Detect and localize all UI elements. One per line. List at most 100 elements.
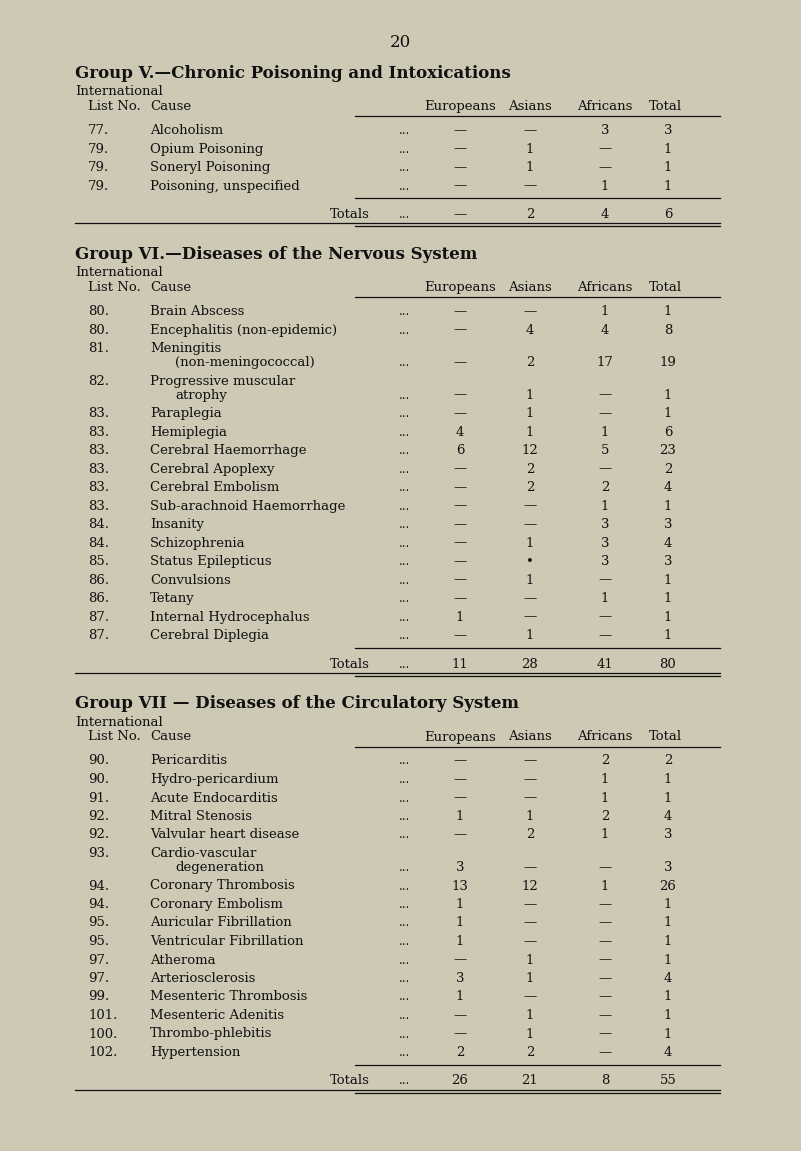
- Text: Cerebral Embolism: Cerebral Embolism: [150, 481, 280, 494]
- Text: ...: ...: [400, 518, 411, 531]
- Text: ...: ...: [400, 463, 411, 475]
- Text: 8: 8: [601, 1075, 610, 1088]
- Text: ...: ...: [400, 356, 411, 369]
- Text: —: —: [523, 773, 537, 786]
- Text: Encephalitis (non-epidemic): Encephalitis (non-epidemic): [150, 323, 337, 336]
- Text: —: —: [523, 518, 537, 531]
- Text: 86.: 86.: [88, 592, 109, 605]
- Text: ...: ...: [400, 773, 411, 786]
- Text: 84.: 84.: [88, 518, 109, 531]
- Text: 1: 1: [601, 500, 610, 512]
- Text: ...: ...: [400, 305, 411, 318]
- Text: 93.: 93.: [88, 847, 109, 860]
- Text: —: —: [453, 161, 467, 174]
- Text: Tetany: Tetany: [150, 592, 195, 605]
- Text: 2: 2: [664, 463, 672, 475]
- Text: Group VI.—Diseases of the Nervous System: Group VI.—Diseases of the Nervous System: [75, 246, 477, 262]
- Text: ...: ...: [400, 323, 411, 336]
- Text: 1: 1: [525, 407, 534, 420]
- Text: —: —: [453, 407, 467, 420]
- Text: ...: ...: [400, 573, 411, 587]
- Text: 1: 1: [601, 792, 610, 805]
- Text: ...: ...: [400, 971, 411, 985]
- Text: —: —: [453, 208, 467, 221]
- Text: Auricular Fibrillation: Auricular Fibrillation: [150, 916, 292, 930]
- Text: 94.: 94.: [88, 898, 109, 910]
- Text: ...: ...: [400, 500, 411, 512]
- Text: ...: ...: [400, 536, 411, 549]
- Text: 12: 12: [521, 879, 538, 892]
- Text: ...: ...: [400, 829, 411, 841]
- Text: 2: 2: [601, 755, 610, 768]
- Text: 1: 1: [601, 426, 610, 439]
- Text: 100.: 100.: [88, 1028, 118, 1041]
- Text: List No.: List No.: [88, 281, 141, 294]
- Text: Africans: Africans: [578, 731, 633, 744]
- Text: 1: 1: [664, 500, 672, 512]
- Text: —: —: [598, 143, 612, 155]
- Text: •: •: [526, 555, 534, 567]
- Text: Asians: Asians: [508, 100, 552, 113]
- Text: Brain Abscess: Brain Abscess: [150, 305, 244, 318]
- Text: 1: 1: [525, 810, 534, 823]
- Text: 4: 4: [664, 481, 672, 494]
- Text: 13: 13: [452, 879, 469, 892]
- Text: 2: 2: [601, 810, 610, 823]
- Text: Ventricular Fibrillation: Ventricular Fibrillation: [150, 935, 304, 948]
- Text: ...: ...: [400, 610, 411, 624]
- Text: Group V.—Chronic Poisoning and Intoxications: Group V.—Chronic Poisoning and Intoxicat…: [75, 64, 511, 82]
- Text: 1: 1: [664, 610, 672, 624]
- Text: 4: 4: [601, 208, 610, 221]
- Text: ...: ...: [400, 991, 411, 1004]
- Text: 87.: 87.: [88, 610, 109, 624]
- Text: 8: 8: [664, 323, 672, 336]
- Text: 1: 1: [601, 879, 610, 892]
- Text: 1: 1: [525, 971, 534, 985]
- Text: 83.: 83.: [88, 481, 109, 494]
- Text: —: —: [523, 898, 537, 910]
- Text: 80: 80: [660, 657, 676, 671]
- Text: —: —: [523, 991, 537, 1004]
- Text: 95.: 95.: [88, 916, 109, 930]
- Text: Total: Total: [649, 281, 682, 294]
- Text: 1: 1: [456, 935, 465, 948]
- Text: Cardio-vascular: Cardio-vascular: [150, 847, 256, 860]
- Text: 55: 55: [660, 1075, 676, 1088]
- Text: ...: ...: [400, 555, 411, 567]
- Text: 102.: 102.: [88, 1046, 118, 1059]
- Text: 1: 1: [664, 1028, 672, 1041]
- Text: degeneration: degeneration: [175, 861, 264, 874]
- Text: —: —: [598, 935, 612, 948]
- Text: —: —: [523, 610, 537, 624]
- Text: 1: 1: [664, 773, 672, 786]
- Text: 79.: 79.: [88, 180, 109, 192]
- Text: 1: 1: [525, 426, 534, 439]
- Text: —: —: [523, 500, 537, 512]
- Text: 1: 1: [456, 898, 465, 910]
- Text: 2: 2: [525, 463, 534, 475]
- Text: —: —: [453, 592, 467, 605]
- Text: Asians: Asians: [508, 731, 552, 744]
- Text: 1: 1: [601, 180, 610, 192]
- Text: —: —: [598, 1009, 612, 1022]
- Text: —: —: [453, 953, 467, 967]
- Text: ...: ...: [400, 1075, 411, 1088]
- Text: 1: 1: [525, 1009, 534, 1022]
- Text: —: —: [453, 829, 467, 841]
- Text: 1: 1: [664, 161, 672, 174]
- Text: —: —: [453, 1028, 467, 1041]
- Text: 3: 3: [601, 124, 610, 137]
- Text: Cause: Cause: [150, 281, 191, 294]
- Text: 3: 3: [664, 518, 672, 531]
- Text: —: —: [523, 124, 537, 137]
- Text: 3: 3: [664, 555, 672, 567]
- Text: 1: 1: [525, 536, 534, 549]
- Text: Cause: Cause: [150, 731, 191, 744]
- Text: ...: ...: [400, 208, 411, 221]
- Text: 4: 4: [601, 323, 610, 336]
- Text: Total: Total: [649, 731, 682, 744]
- Text: —: —: [453, 481, 467, 494]
- Text: ...: ...: [400, 792, 411, 805]
- Text: ...: ...: [400, 143, 411, 155]
- Text: Opium Poisoning: Opium Poisoning: [150, 143, 264, 155]
